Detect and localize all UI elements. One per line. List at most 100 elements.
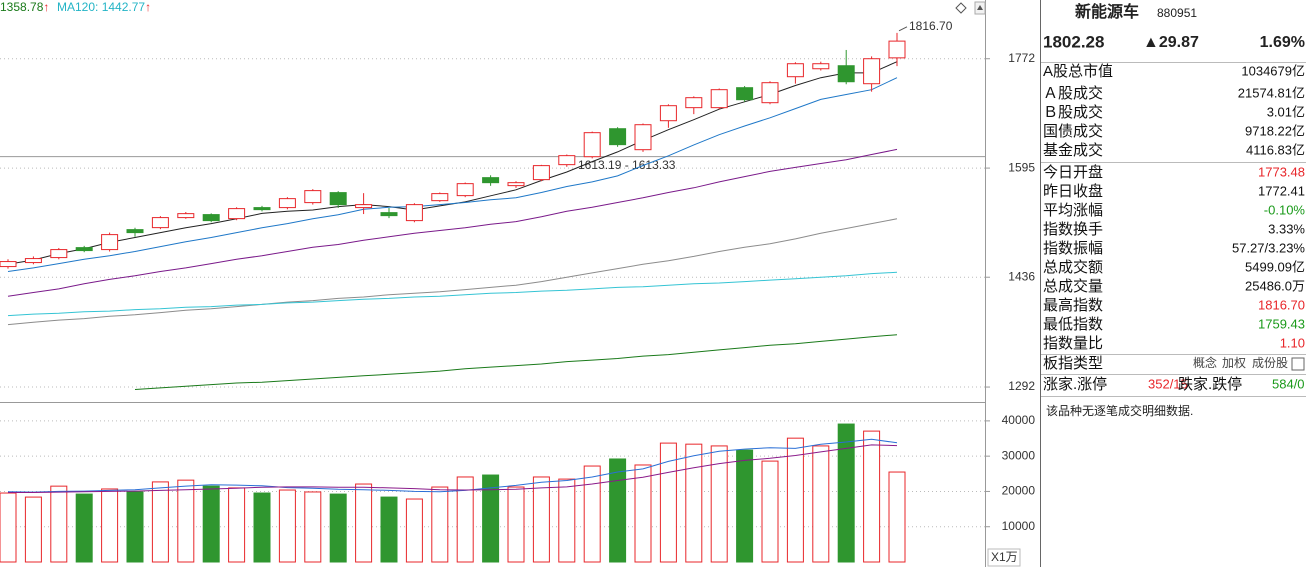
candle-body (304, 190, 322, 204)
panel-code: 880951 (1157, 6, 1197, 20)
y-tick-label: 30000 (1002, 448, 1036, 462)
volume-bar (583, 465, 601, 563)
ma-line (7, 148, 898, 297)
ma-line (7, 271, 898, 317)
row-label: 板指类型 (1043, 354, 1103, 372)
icon-diamond[interactable] (955, 2, 967, 14)
volume-bar (304, 491, 322, 563)
sector-option[interactable]: 概念 (1193, 355, 1217, 370)
candle-body (710, 89, 728, 109)
row-value: 4116.83亿 (1246, 142, 1305, 157)
candle-body (380, 212, 398, 217)
candle-body (355, 204, 373, 209)
row-value: 3.01亿 (1267, 104, 1305, 119)
volume-bar (431, 486, 449, 563)
volume-bar (812, 445, 830, 563)
candle-body (253, 207, 271, 211)
volume-bar (456, 476, 474, 563)
row-label: 涨家.涨停 (1043, 376, 1107, 393)
volume-unit: X1万 (991, 550, 1018, 564)
candle-body (837, 65, 855, 83)
row-value: 25486.0万 (1245, 278, 1305, 293)
sector-option[interactable]: 成份股 (1252, 356, 1288, 370)
volume-bar (685, 443, 703, 563)
volume-ma-line (7, 438, 898, 493)
volume-bar (863, 430, 881, 563)
volume-bar (786, 437, 804, 563)
candle-body (558, 155, 576, 166)
candle-body (583, 132, 601, 158)
legend-value: 1358.78 (0, 0, 44, 14)
volume-bar (50, 485, 68, 563)
candle-body (151, 217, 169, 229)
breadth-value: 352/15 (1148, 376, 1188, 391)
row-value: 1759.43 (1258, 316, 1305, 331)
row-value: -0.10% (1264, 202, 1306, 217)
row-value: 5499.09亿 (1245, 259, 1305, 274)
row-value: 21574.81亿 (1238, 85, 1305, 100)
volume-bar (837, 423, 855, 563)
volume-bar (151, 481, 169, 563)
candle-body (609, 128, 627, 146)
candle-body (685, 97, 703, 109)
panel-note: 该品种无逐笔成交明细数据. (1046, 403, 1193, 418)
high-label: 1816.70 (909, 19, 953, 33)
row-label: 指数换手 (1043, 221, 1103, 238)
unit-box (987, 548, 1021, 567)
candle-body (482, 177, 500, 184)
row-label: 基金成交 (1043, 141, 1103, 159)
volume-bar (126, 491, 144, 563)
row-label: A股总市值 (1043, 63, 1113, 80)
volume-bar (278, 489, 296, 563)
candle-body (431, 193, 449, 202)
volume-bar (482, 474, 500, 563)
y-tick-label: 1436 (1008, 269, 1035, 283)
candle-body (812, 63, 830, 70)
candle-body (177, 213, 195, 219)
panel-title: 新能源车 (1075, 2, 1139, 21)
row-label: 总成交额 (1043, 258, 1103, 276)
sector-icon (1291, 357, 1305, 371)
volume-bar (558, 478, 576, 563)
y-tick-label: 1595 (1008, 160, 1035, 174)
candle-body (659, 105, 677, 122)
volume-bar (380, 496, 398, 563)
volume-bar (634, 464, 652, 563)
volume-bar (888, 471, 906, 563)
row-label: 平均涨幅 (1043, 202, 1103, 219)
candle-body (761, 82, 779, 104)
candle-body (278, 198, 296, 209)
row-label: Ｂ股成交 (1043, 103, 1103, 121)
price-change-pct: 1.69% (1260, 34, 1305, 51)
volume-bar (329, 493, 347, 563)
row-value: 9718.22亿 (1245, 123, 1305, 138)
icon-scroll-arrow (977, 5, 983, 10)
ma-line (7, 218, 898, 326)
row-label: 国债成交 (1043, 122, 1103, 140)
candle-body (0, 261, 17, 268)
legend-entry: 1358.78↑ (0, 0, 49, 14)
candle-body (24, 258, 42, 264)
volume-bar (710, 445, 728, 563)
y-tick-label: 10000 (1002, 519, 1036, 533)
row-value: 1816.70 (1258, 297, 1305, 312)
row-label: 最高指数 (1043, 297, 1103, 314)
volume-bar (532, 476, 550, 563)
volume-bar (0, 492, 17, 563)
volume-bar (405, 498, 423, 563)
volume-bar (75, 493, 93, 563)
sector-option[interactable]: 加权 (1222, 356, 1246, 370)
volume-bar (177, 479, 195, 563)
volume-bar (228, 487, 246, 563)
row-label: 昨日收盘 (1043, 182, 1103, 200)
price-change: ▲29.87 (1143, 34, 1199, 51)
row-label: 跌家.跌停 (1178, 376, 1242, 393)
price: 1802.28 (1043, 32, 1104, 51)
row-label: 最低指数 (1043, 316, 1103, 333)
volume-bar (609, 458, 627, 563)
y-tick-label: 40000 (1002, 413, 1036, 427)
volume-bar (761, 460, 779, 563)
